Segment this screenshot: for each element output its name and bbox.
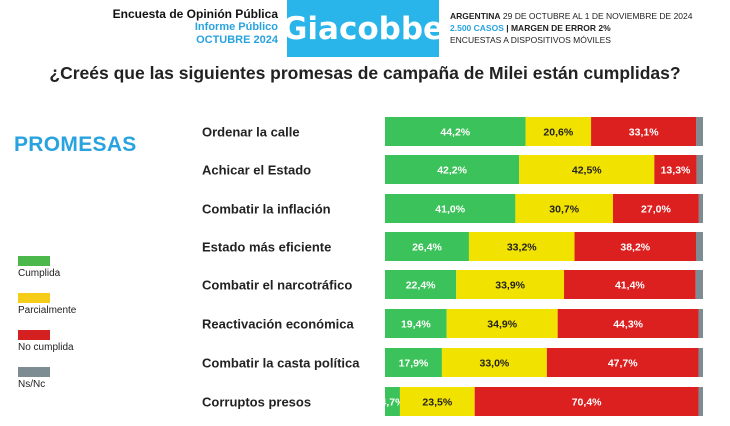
bar-segment: [698, 309, 703, 338]
data-label: 70,4%: [572, 397, 602, 409]
bar-segment: [546, 348, 699, 377]
legend-label-no-cumplida: No cumplida: [18, 342, 74, 353]
legend-item-no-cumplida: No cumplida: [18, 330, 74, 353]
data-label: 27,0%: [641, 204, 671, 216]
report-date: OCTUBRE 2024: [196, 34, 278, 46]
category-label: Combatir el narcotráfico: [202, 278, 352, 293]
data-label: 22,4%: [406, 280, 436, 292]
bar-segment: [446, 309, 558, 338]
survey-title: Encuesta de Opinión Pública: [112, 7, 278, 21]
survey-header-left: Encuesta de Opinión Pública Informe Públ…: [113, 8, 278, 47]
category-label: Estado más eficiente: [202, 240, 331, 255]
bar-segment: [525, 117, 592, 146]
bar-segment: [474, 387, 699, 416]
data-label: 41,0%: [435, 204, 465, 216]
survey-margin: | MARGEN DE ERROR 2%: [503, 23, 611, 33]
bar-segment: [696, 232, 703, 261]
bar-segment: [399, 387, 475, 416]
data-label: 44,2%: [440, 127, 470, 139]
bar-segment: [613, 194, 699, 223]
data-label: 42,5%: [572, 165, 602, 177]
legend-label-parcialmente: Parcialmente: [18, 305, 77, 316]
legend-label-cumplida: Cumplida: [18, 268, 61, 279]
data-label: 23,5%: [422, 397, 452, 409]
bar-segment: [564, 270, 696, 299]
data-label: 13,3%: [661, 165, 691, 177]
data-label: 33,9%: [495, 280, 525, 292]
bar-segment: [385, 232, 469, 261]
bar-segment: [654, 155, 697, 184]
bar-segment: [385, 117, 526, 146]
survey-country: ARGENTINA: [450, 11, 501, 21]
category-label: Combatir la casta política: [202, 356, 360, 371]
bar-segment: [574, 232, 697, 261]
legend-item-cumplida: Cumplida: [18, 256, 60, 279]
survey-date-range: 29 DE OCTUBRE AL 1 DE NOVIEMBRE DE 2024: [500, 11, 693, 21]
data-label: 33,0%: [480, 358, 510, 370]
legend-label-ns-nc: Ns/Nc: [18, 379, 46, 390]
legend-item-parcialmente: Parcialmente: [18, 293, 76, 316]
data-label: 26,4%: [412, 242, 442, 254]
report-type: Informe Público: [194, 21, 278, 33]
bar-segment: [385, 194, 516, 223]
giacobbe-logo: Giacobbe: [282, 0, 444, 57]
data-label: 17,9%: [399, 358, 429, 370]
category-label: Combatir la inflación: [202, 202, 331, 217]
legend-swatch-no-cumplida: [18, 330, 50, 340]
data-label: 38,2%: [620, 242, 650, 254]
bar-segment: [696, 117, 703, 146]
survey-sample: 2.500 CASOS | MARGEN DE ERROR 2%: [450, 22, 692, 34]
bar-segment: [385, 309, 447, 338]
category-label: Reactivación económica: [202, 317, 354, 332]
survey-method: ENCUESTAS A DISPOSITIVOS MÓVILES: [450, 35, 611, 45]
data-label: 42,2%: [437, 165, 467, 177]
bar-segment: [456, 270, 565, 299]
bar-segment: [515, 194, 614, 223]
bar-segment: [591, 117, 697, 146]
bar-segment: [385, 270, 457, 299]
bar-segment: [519, 155, 655, 184]
data-label: 44,3%: [613, 319, 643, 331]
data-label: 4,7%: [381, 397, 406, 409]
data-label: 33,2%: [507, 242, 537, 254]
bar-segment: [698, 194, 703, 223]
bar-segment: [698, 387, 703, 416]
survey-header-right: ARGENTINA 29 DE OCTUBRE AL 1 DE NOVIEMBR…: [450, 10, 692, 46]
bar-segment: [385, 155, 520, 184]
category-label: Ordenar la calle: [202, 125, 300, 140]
category-label: Achicar el Estado: [202, 163, 311, 178]
data-label: 33,1%: [629, 127, 659, 139]
legend-item-ns-nc: Ns/Nc: [18, 367, 50, 390]
bar-segment: [698, 348, 703, 377]
bar-segment: [441, 348, 547, 377]
legend-swatch-ns-nc: [18, 367, 50, 377]
data-label: 20,6%: [543, 127, 573, 139]
legend-swatch-cumplida: [18, 256, 50, 266]
category-heading: PROMESAS: [14, 133, 137, 156]
bar-segment: [695, 270, 703, 299]
bar-segment: [557, 309, 699, 338]
data-label: 34,9%: [487, 319, 517, 331]
category-label: Corruptos presos: [202, 395, 311, 410]
bar-segment: [385, 387, 400, 416]
bar-segment: [468, 232, 575, 261]
survey-dates: ARGENTINA 29 DE OCTUBRE AL 1 DE NOVIEMBR…: [450, 10, 692, 22]
data-label: 30,7%: [549, 204, 579, 216]
survey-cases: 2.500 CASOS: [450, 23, 504, 33]
data-label: 41,4%: [615, 280, 645, 292]
bar-segment: [385, 348, 442, 377]
legend-swatch-parcialmente: [18, 293, 50, 303]
data-label: 47,7%: [608, 358, 638, 370]
chart-title: ¿Creés que las siguientes promesas de ca…: [49, 63, 681, 83]
data-label: 19,4%: [401, 319, 431, 331]
bar-segment: [696, 155, 703, 184]
